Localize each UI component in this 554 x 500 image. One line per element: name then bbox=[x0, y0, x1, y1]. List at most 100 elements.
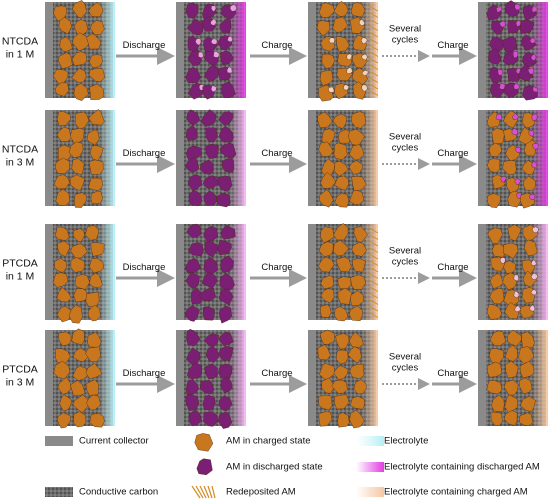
label: Charge bbox=[261, 40, 292, 51]
particle bbox=[343, 84, 350, 91]
particle bbox=[58, 17, 72, 35]
particle bbox=[86, 33, 102, 50]
particle bbox=[352, 258, 366, 273]
current-collector bbox=[478, 110, 486, 206]
electrode bbox=[478, 224, 548, 320]
label: Charge bbox=[261, 262, 292, 273]
redeposited-am bbox=[368, 38, 379, 44]
particle bbox=[349, 409, 365, 429]
electrolyte bbox=[230, 224, 246, 320]
label: NTCDA in 3 M bbox=[2, 143, 38, 168]
particle bbox=[198, 288, 216, 301]
electrode bbox=[176, 329, 246, 429]
particle bbox=[72, 394, 90, 414]
label: Discharge bbox=[123, 148, 166, 159]
current-collector bbox=[308, 224, 316, 320]
current-collector bbox=[308, 2, 316, 98]
particle bbox=[321, 377, 336, 394]
particle bbox=[71, 158, 85, 175]
current-collector bbox=[176, 330, 184, 426]
particle bbox=[489, 273, 504, 289]
particle bbox=[532, 226, 539, 233]
particle bbox=[349, 189, 365, 206]
particle bbox=[318, 2, 335, 18]
particle bbox=[528, 193, 536, 200]
particle bbox=[70, 257, 86, 273]
particle bbox=[68, 304, 83, 324]
particle bbox=[337, 287, 353, 305]
particle bbox=[73, 411, 87, 428]
particle bbox=[217, 175, 233, 192]
particle bbox=[317, 344, 331, 361]
redeposited-am bbox=[368, 305, 379, 312]
particle bbox=[57, 240, 70, 258]
particle bbox=[487, 193, 501, 208]
particle bbox=[513, 274, 519, 282]
particle bbox=[348, 331, 364, 348]
particle bbox=[188, 189, 203, 207]
current-collector bbox=[176, 224, 184, 320]
particle bbox=[218, 395, 233, 411]
current-collector bbox=[308, 330, 316, 426]
particle bbox=[514, 178, 522, 185]
electrode bbox=[308, 0, 379, 102]
particle bbox=[218, 126, 234, 143]
particle bbox=[219, 305, 233, 324]
particle bbox=[333, 365, 349, 380]
particle bbox=[204, 64, 220, 83]
particle bbox=[69, 174, 86, 191]
particle bbox=[488, 142, 503, 158]
particle bbox=[202, 306, 215, 321]
particle bbox=[88, 2, 104, 17]
particle bbox=[199, 380, 215, 395]
particle bbox=[530, 259, 537, 266]
particle bbox=[90, 242, 105, 257]
electrolyte bbox=[532, 2, 548, 98]
particle bbox=[503, 379, 519, 396]
particle bbox=[68, 141, 84, 159]
particle bbox=[204, 240, 220, 258]
electrode bbox=[176, 109, 246, 208]
particle bbox=[524, 239, 538, 257]
particle bbox=[513, 290, 520, 299]
electrode bbox=[45, 224, 115, 324]
particle bbox=[71, 328, 85, 346]
particle bbox=[186, 18, 204, 36]
particle bbox=[187, 49, 202, 67]
particle bbox=[318, 141, 334, 157]
legend-label: Electrolyte bbox=[384, 436, 428, 447]
particle bbox=[210, 85, 218, 92]
particle bbox=[490, 411, 503, 426]
redeposited-am bbox=[368, 64, 379, 70]
particle bbox=[327, 86, 335, 93]
particle bbox=[361, 70, 369, 77]
particle bbox=[320, 304, 332, 318]
particle bbox=[74, 274, 90, 290]
particle bbox=[194, 433, 214, 452]
particle bbox=[500, 175, 507, 183]
legend-label: AM in discharged state bbox=[226, 462, 323, 473]
particle bbox=[85, 379, 100, 396]
electrode bbox=[45, 0, 115, 101]
particle bbox=[89, 272, 103, 289]
label: PTCDA in 1 M bbox=[2, 257, 38, 282]
particle bbox=[210, 38, 218, 45]
particle bbox=[55, 189, 70, 207]
particle bbox=[532, 86, 539, 93]
particle bbox=[328, 37, 335, 44]
electrode bbox=[308, 110, 378, 208]
particle bbox=[531, 5, 539, 13]
particle bbox=[186, 362, 203, 379]
particle bbox=[89, 257, 105, 274]
particle bbox=[488, 48, 502, 65]
redeposited-am bbox=[368, 18, 379, 25]
particle bbox=[185, 67, 201, 84]
particle bbox=[229, 4, 237, 12]
redeposited-am bbox=[368, 240, 379, 247]
legend-swatch bbox=[45, 487, 73, 497]
particle bbox=[486, 158, 501, 174]
particle bbox=[188, 242, 204, 257]
label: NTCDA in 1 M bbox=[2, 35, 38, 60]
particle bbox=[334, 192, 350, 208]
particle bbox=[486, 304, 502, 320]
